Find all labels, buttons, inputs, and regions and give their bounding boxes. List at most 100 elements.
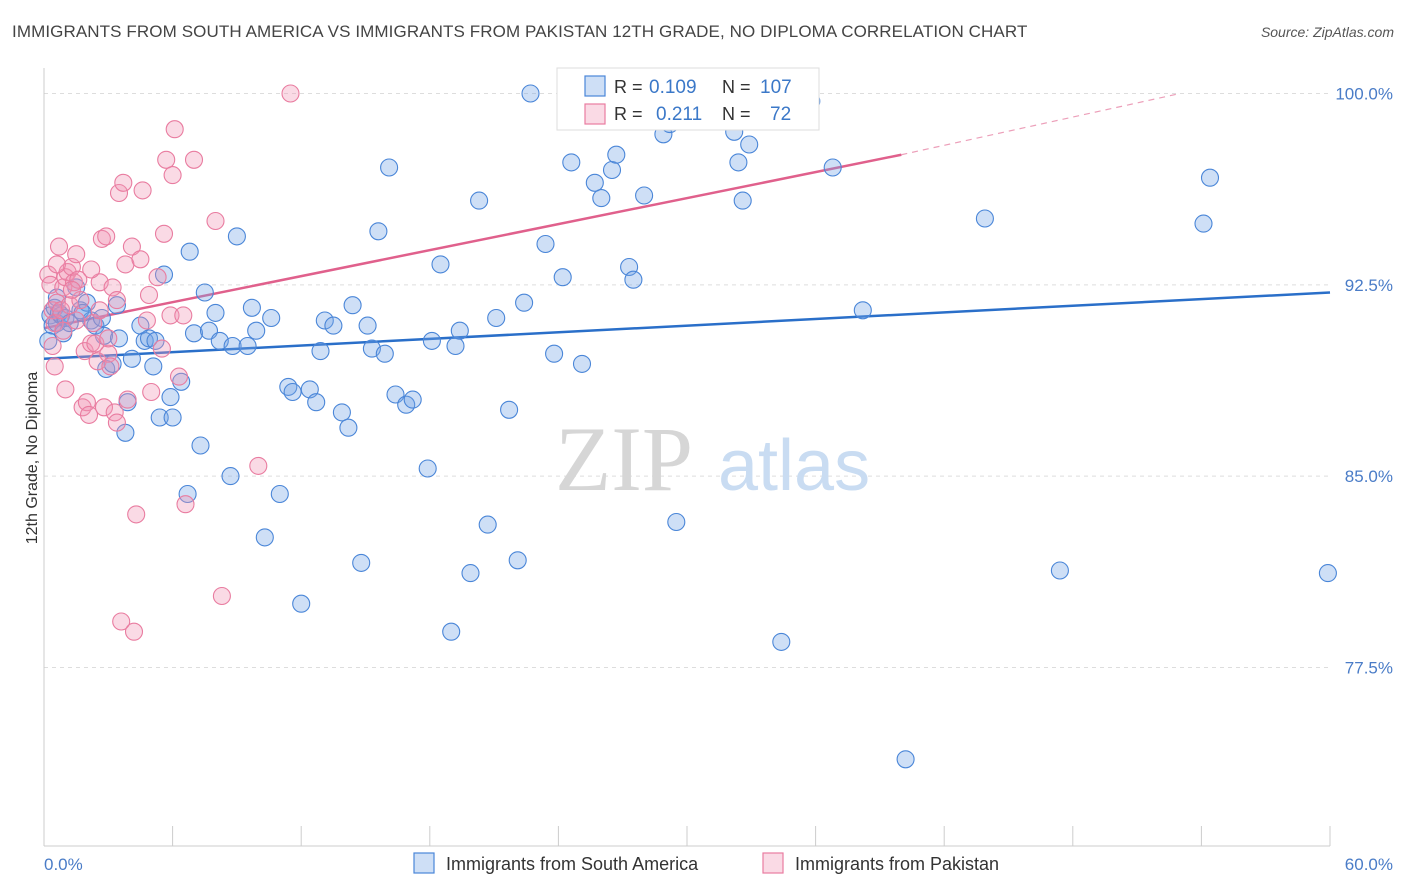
point-south-america	[184, 324, 204, 343]
legend-r-value: 0.109	[649, 77, 697, 98]
point-south-america	[332, 403, 351, 422]
point-south-america	[221, 467, 240, 486]
point-pakistan	[118, 390, 137, 409]
point-pakistan	[124, 622, 144, 641]
point-south-america	[896, 750, 915, 769]
point-pakistan	[107, 413, 126, 432]
point-pakistan	[79, 405, 99, 424]
point-south-america	[262, 308, 281, 328]
legend-r-label: R =	[614, 77, 643, 97]
point-pakistan	[148, 268, 167, 287]
x-tick-label: 60.0%	[1345, 855, 1393, 874]
source-label: Source: ZipAtlas.com	[1260, 24, 1394, 40]
watermark-atlas: atlas	[718, 426, 870, 506]
point-south-america	[1318, 564, 1337, 583]
point-south-america	[1200, 168, 1220, 187]
legend-bottom: Immigrants from South America Immigrants…	[413, 852, 999, 874]
point-south-america	[446, 336, 465, 356]
point-south-america	[358, 316, 377, 335]
point-pakistan	[157, 150, 176, 169]
trend-line-south-america	[43, 291, 1331, 361]
y-tick-label: 77.5%	[1345, 658, 1393, 677]
point-pakistan	[137, 311, 156, 330]
point-south-america	[180, 242, 199, 261]
axes-layer	[43, 68, 1331, 847]
point-pakistan	[114, 173, 133, 192]
point-pakistan	[169, 367, 189, 386]
point-pakistan	[142, 382, 161, 402]
point-south-america	[442, 622, 461, 641]
point-south-america	[161, 388, 180, 407]
chart-title: IMMIGRANTS FROM SOUTH AMERICA VS IMMIGRA…	[12, 22, 1028, 41]
point-south-america	[508, 551, 527, 570]
point-pakistan	[212, 586, 231, 606]
point-pakistan	[43, 336, 62, 356]
point-south-america	[487, 308, 506, 328]
point-south-america	[667, 512, 686, 532]
point-pakistan	[52, 301, 71, 320]
point-south-america	[607, 145, 626, 164]
point-pakistan	[206, 211, 225, 231]
point-south-america	[624, 270, 643, 289]
point-pakistan	[107, 291, 126, 310]
point-pakistan	[75, 342, 94, 361]
point-south-america	[343, 296, 362, 315]
point-south-america	[324, 316, 343, 335]
point-south-america	[227, 227, 246, 246]
point-south-america	[553, 268, 572, 287]
point-pakistan	[112, 612, 131, 631]
point-south-america	[206, 303, 225, 322]
point-south-america	[195, 283, 214, 302]
point-pakistan	[47, 255, 66, 274]
point-pakistan	[94, 398, 114, 417]
point-south-america	[307, 393, 326, 412]
point-pakistan	[174, 306, 193, 325]
point-south-america	[521, 84, 540, 103]
grid-layer	[44, 93, 1330, 668]
point-south-america	[515, 293, 534, 312]
point-pakistan	[45, 357, 64, 376]
point-south-america	[103, 354, 122, 373]
point-south-america	[470, 191, 489, 210]
point-south-america	[270, 484, 289, 504]
legend-n-label: N =	[722, 104, 751, 124]
point-pakistan	[131, 250, 150, 269]
point-south-america	[585, 173, 604, 192]
point-south-america	[635, 186, 654, 205]
point-south-america	[191, 436, 210, 455]
point-south-america	[478, 515, 497, 534]
point-south-america	[352, 553, 371, 572]
point-pakistan	[133, 181, 152, 200]
point-south-america	[283, 382, 302, 402]
point-south-america	[740, 135, 759, 154]
point-south-america	[315, 311, 334, 330]
point-south-america	[144, 357, 163, 376]
legend-swatch-blue	[584, 75, 606, 97]
y-tick-label: 92.5%	[1345, 276, 1393, 295]
y-tick-label: 100.0%	[1335, 85, 1393, 104]
point-south-america	[572, 354, 592, 373]
point-south-america	[853, 301, 872, 320]
point-south-america	[823, 158, 842, 177]
x-tick-label: 0.0%	[44, 855, 83, 874]
point-pakistan	[184, 150, 204, 169]
legend-n-value: 107	[760, 77, 792, 98]
point-pakistan	[165, 120, 184, 139]
point-south-america	[418, 459, 437, 478]
y-axis-title: 12th Grade, No Diploma	[24, 372, 41, 545]
legend-label-south-america: Immigrants from South America	[446, 854, 699, 874]
trend-line-pakistan	[43, 153, 902, 330]
point-pakistan	[161, 306, 180, 325]
point-south-america	[242, 298, 261, 317]
point-south-america	[150, 408, 169, 427]
point-south-america	[223, 336, 242, 356]
legend-n-label: N =	[722, 77, 751, 97]
point-south-america	[109, 329, 129, 348]
point-pakistan	[249, 456, 268, 475]
point-south-america	[422, 331, 441, 350]
point-pakistan	[49, 237, 69, 256]
point-pakistan	[67, 311, 86, 330]
point-south-america	[536, 234, 555, 254]
point-south-america	[122, 349, 141, 368]
